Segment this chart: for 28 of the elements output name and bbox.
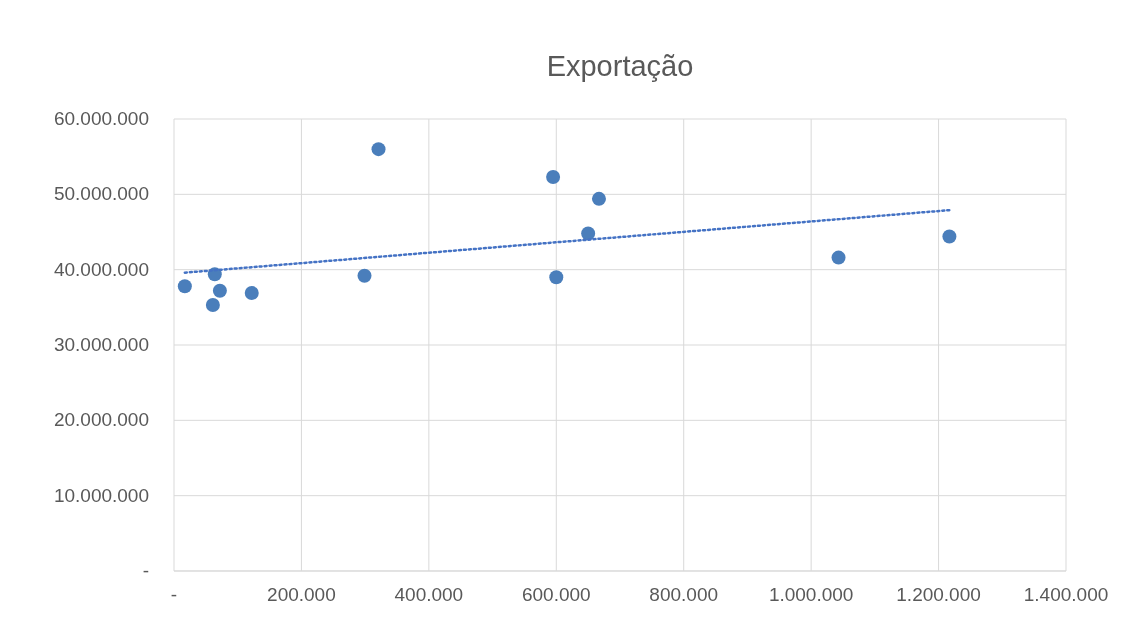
- y-tick-label: 10.000.000: [53, 484, 149, 506]
- point: [371, 142, 386, 157]
- point: [212, 283, 227, 298]
- x-tick-label: 600.000: [521, 584, 591, 605]
- x-tick-label: -: [170, 584, 178, 605]
- point: [205, 298, 220, 313]
- point: [581, 226, 596, 241]
- y-tick-label: 50.000.000: [53, 183, 149, 205]
- point: [942, 229, 957, 244]
- point: [549, 270, 564, 285]
- x-tick-label: 1.400.000: [1023, 584, 1109, 605]
- y-tick-label: 60.000.000: [53, 108, 149, 129]
- point: [831, 250, 846, 265]
- y-tick-label: 20.000.000: [53, 409, 149, 431]
- x-tick-label: 200.000: [267, 584, 336, 605]
- point: [244, 286, 259, 301]
- point: [357, 268, 372, 283]
- x-tick-label: 800.000: [649, 584, 719, 605]
- x-tick-label: 1.200.000: [896, 584, 981, 605]
- point: [591, 191, 606, 206]
- y-tick-label: 30.000.000: [53, 334, 149, 355]
- chart-title: Exportação: [546, 50, 694, 82]
- point: [546, 170, 561, 185]
- x-tick-label: 1.000.000: [768, 584, 854, 605]
- y-tick-label: 40.000.000: [53, 258, 149, 280]
- x-tick-label: 400.000: [394, 584, 464, 605]
- point: [177, 279, 192, 294]
- y-tick-label: -: [142, 560, 149, 581]
